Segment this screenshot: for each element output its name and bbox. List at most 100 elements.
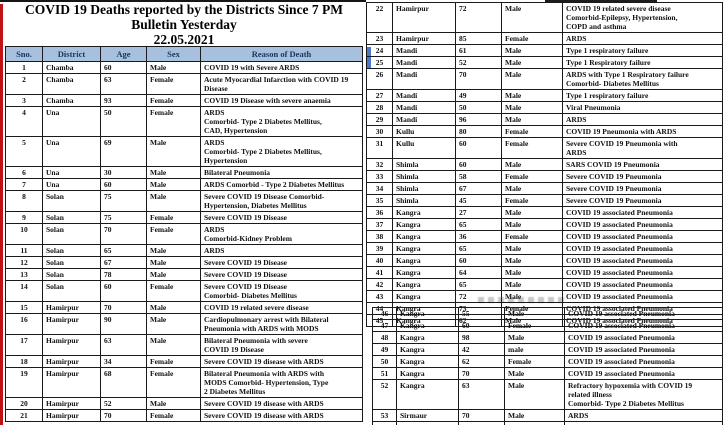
cell-district: Solan (42, 256, 101, 269)
cell-district: Solan (42, 268, 101, 281)
cell-sno: 27 (366, 89, 393, 102)
cell-sex: Female (146, 211, 201, 224)
cell-reason: Severe COVID 19 Pneumonia (562, 182, 723, 195)
cell-sex: Female (504, 421, 565, 425)
table-row: 46 Kangra 55 Male COVID 19 associated Pneumo… (372, 307, 723, 320)
cell-district: Solan (42, 223, 101, 245)
cell-sex: Male (501, 68, 563, 90)
cell-age: 96 (455, 113, 502, 126)
cell-sex: Female (146, 73, 201, 95)
cell-reason: Type 1 Respiratory failure (562, 56, 723, 69)
cell-reason: Severe COVID 19 Disease Comorbid- Diabet… (200, 280, 363, 302)
document-title: COVID 19 Deaths reported by the District… (8, 2, 360, 47)
cell-sno: 52 (372, 379, 397, 410)
table-row: 21 Hamirpur 70 Female Severe COVID 19 diseas… (5, 409, 363, 422)
cell-sno: 35 (366, 194, 393, 207)
cell-reason: COVID 19 associated Pneumonia (562, 266, 723, 279)
table-row: 40 Kangra 60 Male COVID 19 associated Pneumo… (366, 254, 723, 267)
cell-sno: 42 (366, 278, 393, 291)
table-row: 1 Chamba 60 Male COVID 19 with Severe ARDS (5, 61, 363, 74)
cell-reason: COVID 19 associated Pneumonia (562, 206, 723, 219)
cell-district: Hamirpur (42, 334, 101, 356)
cell-sex: Male (501, 278, 563, 291)
cell-age: 45 (455, 194, 502, 207)
cell-district: Kangra (392, 218, 456, 231)
cell-sex: Male (501, 101, 563, 114)
cell-sno: 53 (372, 409, 397, 422)
cell-age: 63 (100, 334, 147, 356)
cell-reason: Severe COVID 19 disease with ARDS (200, 355, 363, 368)
table-row: 32 Shimla 60 Male SARS COVID 19 Pneumonia (366, 158, 723, 171)
cell-district: Hamirpur (42, 409, 101, 422)
table-row: 17 Hamirpur 63 Male Bilateral Pneumonia with… (5, 334, 363, 356)
cell-sno: 12 (5, 256, 43, 269)
cell-reason: ARDS Comorbid-Kidney Problem (200, 223, 363, 245)
cell-district: Hamirpur (42, 397, 101, 410)
cell-reason: COVID 19 associated Pneumonia (564, 319, 723, 332)
cell-sex: Male (146, 190, 201, 212)
table-row: 9 Solan 75 Female Severe COVID 19 Disease (5, 211, 363, 224)
cell-sex: Male (501, 242, 563, 255)
table-row: 12 Solan 67 Male Severe COVID 19 Disease (5, 256, 363, 269)
cell-sno: 14 (5, 280, 43, 302)
cell-reason: Bilateral Pneumonia with severe COVID 19… (200, 334, 363, 356)
cell-age: 42 (458, 343, 505, 356)
cell-sex: Female (504, 319, 565, 332)
cell-age: 70 (100, 301, 147, 314)
table-row: 42 Kangra 65 Male COVID 19 associated Pneumo… (366, 278, 723, 291)
cell-sno: 4 (5, 106, 43, 137)
cell-sex: Male (504, 307, 565, 320)
title-line-3: 22.05.2021 (153, 32, 215, 47)
cell-sno: 38 (366, 230, 393, 243)
table-row: 48 Kangra 98 Male COVID 19 associated Pneumo… (372, 331, 723, 344)
cell-district: Mandi (392, 68, 456, 90)
cell-sex: Male (501, 2, 563, 33)
cell-district: Sirmaur (396, 421, 459, 425)
cell-age: 65 (100, 244, 147, 257)
cell-district: Kangra (396, 355, 459, 368)
cell-sno: 8 (5, 190, 43, 212)
cell-sno: 36 (366, 206, 393, 219)
cell-district: Solan (42, 211, 101, 224)
cell-reason: COVID 19 associated Pneumonia (562, 278, 723, 291)
cell-reason: COVID 19 associated Pneumonia (562, 218, 723, 231)
table-row: 54Sirmaur55FemaleSevere COVID 19 Disease… (372, 421, 723, 425)
cell-sno: 15 (5, 301, 43, 314)
cell-sex: Male (501, 290, 563, 303)
cell-sex: Male (501, 266, 563, 279)
table-row: 30 Kullu 80 Female COVID 19 Pneumonia with A… (366, 125, 723, 138)
table-row: 49 Kangra 42 male COVID 19 associated Pneumo… (372, 343, 723, 356)
cell-sex: Male (146, 61, 201, 74)
table-header-row: Sno. District Age Sex Reason of Death (5, 46, 363, 62)
cell-sex: Female (146, 280, 201, 302)
cell-reason: Severe COVID 19 Disease (200, 256, 363, 269)
cell-district: Mandi (392, 89, 456, 102)
cell-sno: 23 (366, 32, 393, 45)
cell-district: Solan (42, 190, 101, 212)
cell-age: 70 (458, 409, 505, 422)
cell-district: Shimla (392, 158, 456, 171)
cell-district: Mandi (392, 44, 456, 57)
cell-age: 78 (100, 268, 147, 281)
cell-district: Chamba (42, 61, 101, 74)
table-row: 41 Kangra 64 Male COVID 19 associated Pneumo… (366, 266, 723, 279)
cell-reason: Acute Myocardial Infarction with COVID 1… (200, 73, 363, 95)
cell-district: Kangra (392, 266, 456, 279)
cell-age: 36 (455, 230, 502, 243)
cell-reason: COVID 19 associated Pneumonia (562, 242, 723, 255)
cell-age: 34 (100, 355, 147, 368)
cell-age: 55 (458, 307, 505, 320)
cell-sno: 37 (366, 218, 393, 231)
cell-reason: ARDS (562, 113, 723, 126)
cell-district: Mandi (392, 101, 456, 114)
cell-sex: Female (501, 137, 563, 159)
cell-district: Chamba (42, 73, 101, 95)
table-row: 24 Mandi 61 Male Type 1 respiratory failure (366, 44, 723, 57)
cell-age: 67 (455, 182, 502, 195)
cell-district: Kangra (392, 206, 456, 219)
cell-sex: Female (504, 355, 565, 368)
cell-reason: ARDS (564, 409, 723, 422)
cell-sno: 54 (372, 421, 397, 425)
table-row: 10 Solan 70 Female ARDS Comorbid-Kidney Prob… (5, 223, 363, 245)
cell-reason: Severe COVID 19 Disease (200, 268, 363, 281)
